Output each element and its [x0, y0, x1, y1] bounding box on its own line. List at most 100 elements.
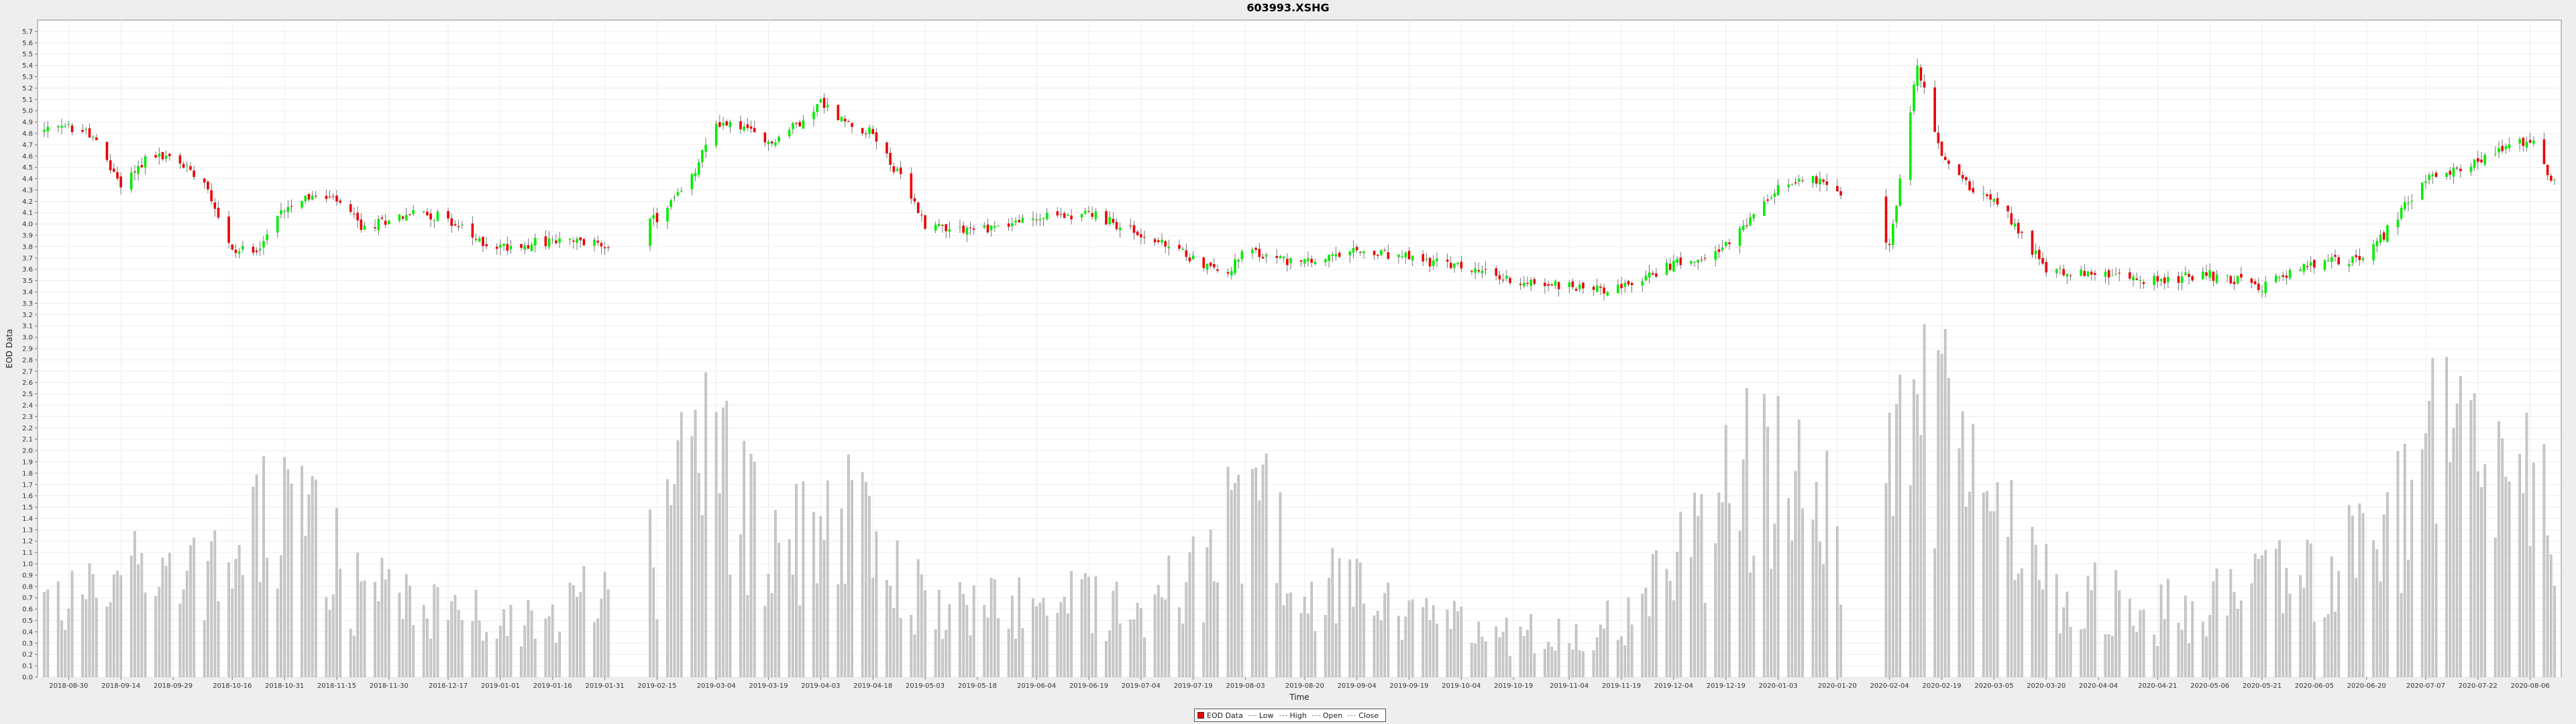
volume-bar — [1940, 353, 1943, 678]
y-tick-label: 0.0 — [22, 674, 33, 682]
volume-bar — [2420, 449, 2424, 678]
candle-body — [1947, 160, 1950, 164]
volume-bar — [749, 454, 753, 678]
volume-bar — [2215, 568, 2218, 678]
candle-body — [1380, 250, 1383, 255]
volume-bar — [301, 465, 303, 678]
volume-bar — [1933, 548, 1937, 678]
candle-body — [2135, 278, 2138, 280]
volume-bar — [812, 511, 815, 678]
volume-bar — [792, 575, 794, 678]
volume-bar — [1595, 637, 1599, 678]
candle-body — [401, 216, 405, 219]
candle-body — [572, 240, 575, 242]
volume-bar — [2386, 492, 2389, 678]
y-tick-label: 1.5 — [22, 504, 33, 511]
volume-bar — [1913, 379, 1915, 678]
volume-bar — [1651, 554, 1654, 678]
volume-bar — [1261, 465, 1265, 678]
volume-bar — [1495, 626, 1498, 678]
candle-body — [217, 207, 220, 218]
x-tick-label: 2019-04-03 — [801, 682, 840, 690]
volume-bar — [1258, 500, 1261, 678]
volume-bar — [1275, 583, 1279, 678]
volume-bar — [1822, 564, 1825, 678]
volume-bar — [2473, 393, 2476, 678]
candle-body — [1919, 67, 1923, 81]
y-tick-label: 3.0 — [22, 335, 33, 342]
volume-bar — [168, 552, 171, 678]
volume-bar — [739, 534, 742, 678]
volume-bar — [1352, 607, 1355, 678]
volume-bar — [363, 580, 366, 678]
candle-body — [652, 215, 655, 219]
volume-bar — [1550, 646, 1554, 678]
volume-bar — [1578, 650, 1581, 678]
volume-bar — [527, 599, 530, 678]
volume-bar — [2313, 621, 2316, 678]
y-tick-label: 5.0 — [22, 108, 33, 115]
candle-body — [509, 245, 513, 249]
x-tick-label: 2019-07-19 — [1174, 682, 1213, 690]
volume-bar — [523, 625, 527, 678]
volume-bar — [1056, 613, 1059, 678]
volume-bar — [1965, 506, 1968, 678]
candle-body — [2355, 255, 2357, 257]
x-tick-label: 2019-09-19 — [1389, 682, 1428, 690]
candle-body — [1892, 223, 1894, 245]
candle-body — [2428, 175, 2430, 180]
volume-bar — [1790, 540, 1794, 678]
volume-bar — [2508, 481, 2511, 678]
volume-bar — [1063, 597, 1066, 678]
legend-item-close: Close — [1348, 711, 1379, 720]
volume-bar — [798, 605, 802, 678]
candle-body — [680, 190, 683, 192]
volume-bar — [1185, 582, 1188, 678]
volume-bar — [1383, 593, 1387, 678]
volume-bar — [2180, 629, 2184, 678]
volume-bar — [864, 482, 867, 678]
x-tick-label: 2020-01-20 — [1818, 682, 1857, 690]
volume-bar — [1526, 629, 1529, 678]
volume-bar — [986, 617, 989, 678]
volume-bar — [2156, 646, 2159, 678]
volume-bar — [280, 555, 282, 678]
y-tick-label: 3.3 — [22, 300, 33, 308]
volume-bar — [1714, 543, 1717, 678]
volume-bar — [252, 487, 255, 678]
candle-body — [1338, 252, 1341, 257]
candle-body — [2086, 271, 2090, 276]
volume-bar — [119, 575, 123, 678]
volume-bar — [558, 631, 561, 678]
volume-bar — [533, 638, 537, 678]
candle-body — [227, 216, 230, 243]
candle-body — [70, 125, 74, 133]
volume-bar — [1477, 621, 1481, 678]
candle-body — [523, 245, 527, 250]
y-tick-label: 2.5 — [22, 391, 33, 398]
legend-label: Open — [1322, 711, 1343, 720]
volume-bar — [436, 587, 439, 678]
candle-body — [788, 129, 791, 137]
candle-body — [1965, 177, 1968, 180]
candle-body — [255, 250, 258, 253]
volume-bar — [2208, 615, 2212, 678]
candle-body — [2059, 267, 2061, 269]
volume-bar — [1724, 425, 1727, 678]
volume-bar — [1331, 548, 1334, 678]
candle-body — [1968, 181, 1971, 190]
volume-bar — [304, 536, 307, 678]
volume-bar — [1749, 572, 1752, 678]
candle-body — [1157, 240, 1160, 243]
volume-bar — [697, 473, 700, 678]
candle-body — [1289, 258, 1292, 263]
volume-bar — [1362, 603, 1365, 678]
volume-bar — [1544, 649, 1546, 678]
x-tick-label: 2019-10-04 — [1442, 682, 1481, 690]
volume-bar — [1721, 502, 1724, 678]
volume-bar — [1303, 597, 1306, 678]
volume-bar — [1947, 377, 1950, 678]
volume-bar — [2153, 634, 2155, 678]
candle-body — [422, 210, 425, 212]
